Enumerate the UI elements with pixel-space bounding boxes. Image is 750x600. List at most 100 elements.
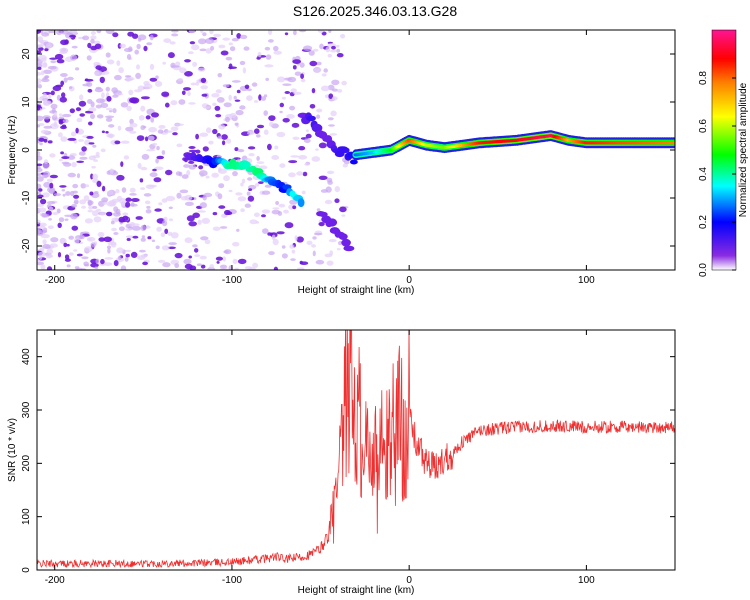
noise-speckle [37, 219, 41, 224]
noise-speckle [306, 240, 313, 245]
x-tick-label: 100 [578, 575, 595, 586]
noise-speckle [279, 110, 283, 114]
noise-speckle [195, 81, 199, 86]
noise-speckle [184, 263, 193, 270]
colorbar: 0.0 0.2 0.4 0.6 0.8 Normalized spectral ampl… [698, 29, 749, 277]
noise-speckle [71, 161, 77, 168]
noise-speckle [56, 59, 65, 64]
upper-branch-blob [341, 147, 350, 154]
noise-speckle [326, 177, 333, 183]
noise-speckle [81, 205, 87, 209]
noise-speckle [97, 231, 105, 238]
y-tick-label: 200 [21, 455, 32, 472]
noise-speckle [60, 151, 64, 155]
noise-speckle [170, 126, 179, 132]
noise-speckle [339, 206, 347, 213]
noise-speckle [291, 122, 300, 128]
noise-speckle [89, 191, 94, 196]
noise-speckle [118, 67, 124, 74]
noise-speckle [184, 201, 194, 206]
noise-speckle [61, 189, 66, 192]
noise-speckle [184, 71, 193, 77]
noise-speckle [68, 252, 74, 256]
noise-speckle [219, 264, 228, 269]
noise-speckle [179, 189, 189, 194]
noise-speckle [327, 117, 334, 121]
noise-speckle [114, 140, 121, 145]
noise-speckle [52, 85, 62, 92]
noise-speckle [244, 203, 251, 208]
noise-speckle [141, 235, 146, 239]
noise-speckle [324, 253, 333, 258]
noise-speckle [135, 216, 143, 220]
noise-speckle [205, 48, 212, 54]
noise-speckle [327, 170, 335, 175]
noise-speckle [260, 96, 267, 101]
noise-speckle [90, 113, 95, 120]
noise-speckle [311, 244, 316, 248]
noise-speckle [125, 197, 132, 202]
noise-speckle [299, 261, 309, 266]
noise-speckle [292, 59, 302, 64]
noise-speckle [143, 193, 152, 197]
noise-speckle [236, 33, 242, 39]
noise-speckle [96, 180, 102, 187]
noise-speckle [313, 67, 322, 73]
noise-speckle [273, 50, 283, 55]
noise-speckle [288, 172, 296, 178]
noise-speckle [95, 258, 100, 265]
noise-speckle [297, 267, 305, 270]
noise-speckle [168, 242, 177, 246]
noise-speckle [88, 142, 95, 145]
noise-speckle [336, 48, 341, 53]
noise-speckle [183, 258, 192, 265]
noise-speckle [228, 63, 233, 70]
noise-speckle [188, 146, 196, 149]
noise-speckle [64, 258, 71, 262]
noise-speckle [105, 30, 115, 35]
noise-speckle [228, 189, 233, 193]
noise-speckle [90, 38, 95, 44]
noise-speckle [161, 150, 166, 155]
noise-speckle [170, 232, 179, 239]
noise-speckle [317, 30, 324, 33]
noise-speckle [161, 245, 170, 251]
noise-speckle [301, 190, 306, 195]
noise-speckle [174, 263, 180, 269]
noise-speckle [46, 266, 53, 270]
noise-speckle [223, 102, 232, 108]
noise-speckle [267, 232, 272, 236]
noise-speckle [61, 124, 67, 128]
noise-speckle [126, 105, 132, 112]
noise-speckle [163, 216, 168, 222]
noise-speckle [42, 227, 48, 233]
noise-speckle [275, 201, 279, 205]
y-tick-label: -20 [21, 238, 32, 253]
noise-speckle [216, 97, 225, 103]
noise-speckle [341, 80, 347, 86]
noise-speckle [151, 239, 156, 243]
noise-speckle [111, 87, 118, 93]
noise-speckle [290, 155, 300, 158]
noise-speckle [278, 203, 286, 208]
noise-speckle [37, 115, 44, 122]
spectrogram-x-ticks: -200 -100 0 100 [45, 30, 595, 286]
noise-speckle [64, 218, 69, 221]
noise-speckle [273, 266, 278, 270]
x-tick-label: 0 [406, 575, 412, 586]
noise-speckle [200, 264, 206, 269]
spectrogram-x-label: Height of straight line (km) [298, 285, 415, 296]
noise-speckle [118, 216, 125, 223]
x-tick-label: -100 [222, 275, 242, 286]
noise-speckle [125, 228, 133, 231]
noise-speckle [130, 251, 138, 258]
noise-speckle [39, 225, 45, 230]
noise-speckle [220, 50, 229, 56]
noise-speckle [192, 61, 198, 67]
noise-speckle [279, 163, 286, 168]
noise-speckle [146, 149, 156, 152]
noise-speckle [100, 258, 105, 265]
noise-speckle [90, 242, 96, 248]
noise-speckle [86, 135, 94, 139]
noise-speckle [240, 208, 245, 213]
